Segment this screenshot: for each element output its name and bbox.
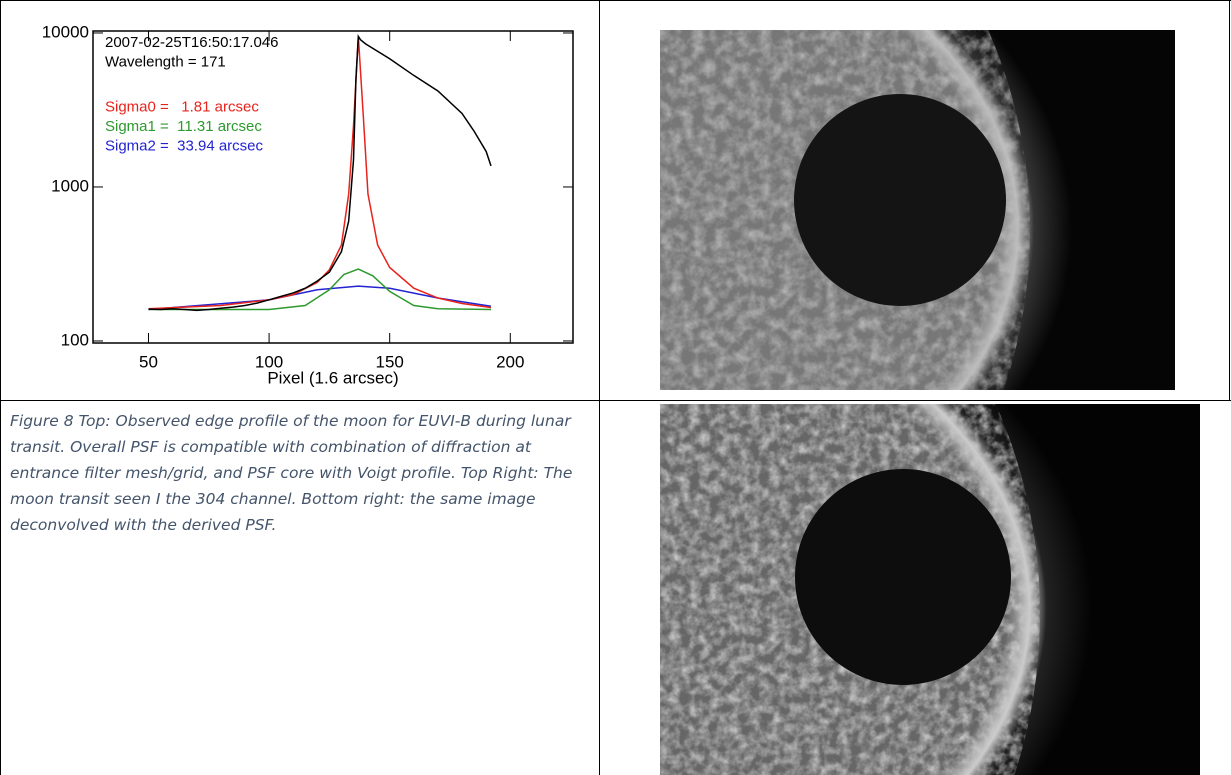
annotation: Sigma2 = 33.94 arcsec: [105, 137, 264, 154]
table-border: [0, 0, 1231, 1]
caption: Figure 8 Top: Observed edge profile of t…: [10, 412, 573, 534]
annotation: Wavelength = 171: [105, 53, 226, 70]
annotation: 2007-02-25T16:50:17.046: [105, 34, 278, 51]
x-tick-label: 150: [375, 352, 403, 371]
photo-deconvolved: [660, 404, 1200, 775]
x-tick-label: 50: [139, 352, 158, 371]
x-tick-label: 200: [496, 352, 524, 371]
x-tick-label: 100: [255, 352, 283, 371]
data-line: [148, 36, 492, 310]
table-border: [599, 0, 600, 775]
annotation: Sigma0 = 1.81 arcsec: [105, 98, 259, 115]
y-tick-label: 10000: [42, 22, 89, 41]
y-tick-label: 1000: [51, 176, 89, 195]
table-border: [0, 0, 1, 775]
chart: Pixel (1.6 arcsec) 50 100 150 200 100 1000 100…: [42, 22, 574, 387]
table-border: [1229, 0, 1230, 400]
data-line: [148, 34, 492, 312]
photo-304: [660, 30, 1175, 390]
x-axis-label: Pixel (1.6 arcsec): [267, 368, 398, 387]
plot-frame: [92, 30, 574, 344]
data-line: [148, 268, 492, 311]
annotation: Sigma1 = 11.31 arcsec: [105, 118, 262, 135]
y-tick-label: 100: [61, 330, 89, 349]
table-border: [0, 400, 1231, 401]
